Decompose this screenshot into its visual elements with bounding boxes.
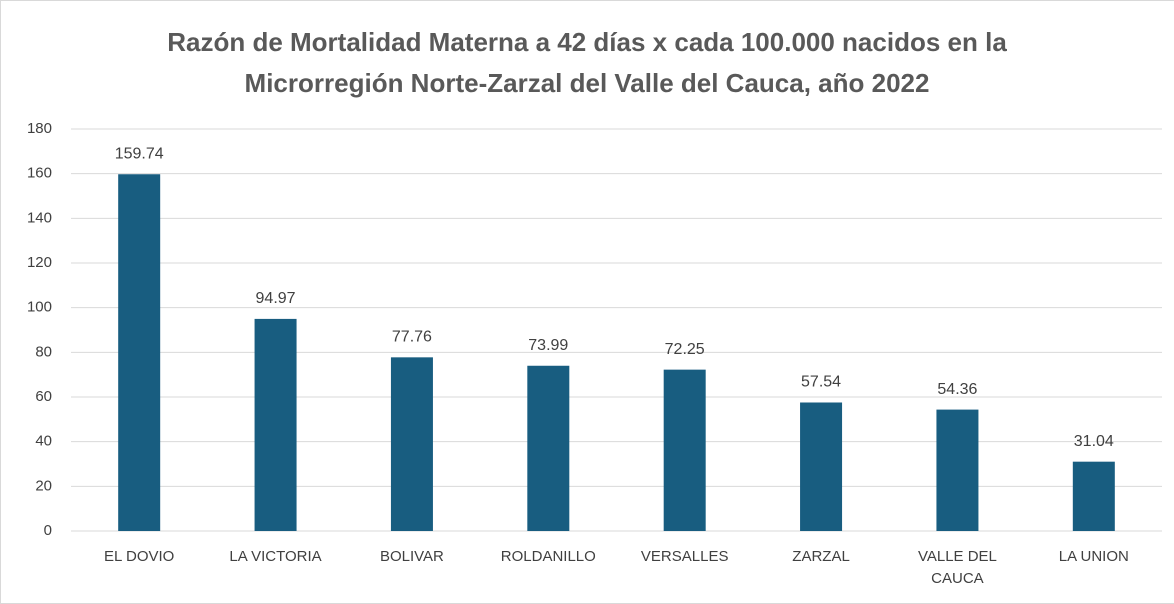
y-tick-label: 180 [27, 120, 52, 137]
data-label: 54.36 [937, 381, 977, 398]
bar [390, 357, 433, 531]
y-tick-label: 120 [27, 254, 52, 271]
bar [254, 318, 297, 531]
bar [1072, 461, 1115, 531]
y-tick-label: 0 [44, 522, 52, 539]
x-tick-label: VERSALLES [640, 548, 729, 565]
bar [663, 369, 706, 531]
x-tick-label: ROLDANILLO [500, 548, 596, 565]
bar [118, 174, 161, 532]
data-label: 57.54 [801, 374, 841, 391]
x-tick-label: BOLIVAR [379, 548, 444, 565]
x-tick-label: VALLE DEL CAUCA [917, 548, 997, 587]
data-label: 77.76 [392, 329, 432, 346]
bar [936, 409, 979, 531]
y-tick-label: 60 [35, 388, 52, 405]
y-tick-label: 80 [35, 343, 52, 360]
chart-title: Razón de Mortalidad Materna a 42 días x … [167, 27, 1007, 98]
data-label: 31.04 [1074, 433, 1114, 450]
y-tick-label: 160 [27, 165, 52, 182]
data-label: 159.74 [115, 145, 164, 162]
x-tick-label: LA VICTORIA [229, 548, 322, 565]
x-tick-label: EL DOVIO [104, 548, 175, 565]
y-tick-label: 140 [27, 209, 52, 226]
y-tick-label: 40 [35, 433, 52, 450]
x-tick-label: ZARZAL [792, 548, 850, 565]
y-tick-label: 100 [27, 299, 52, 316]
bar [800, 402, 843, 531]
y-tick-label: 20 [35, 477, 52, 494]
data-label: 72.25 [665, 341, 705, 358]
data-label: 94.97 [256, 290, 296, 307]
x-tick-label: LA UNION [1058, 548, 1129, 565]
data-label: 73.99 [528, 337, 568, 354]
bar [527, 365, 570, 531]
